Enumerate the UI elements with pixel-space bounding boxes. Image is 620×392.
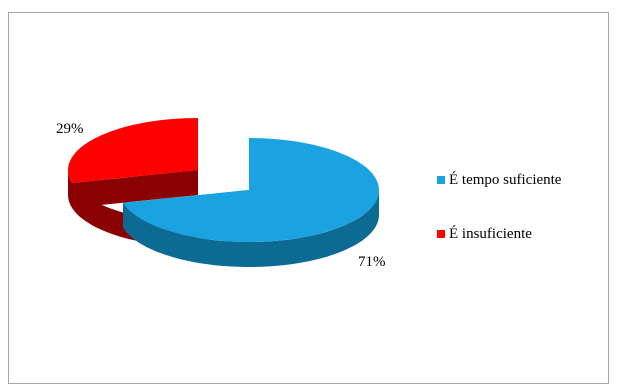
legend-label: É insuficiente — [449, 225, 532, 242]
legend-swatch-red — [437, 230, 445, 238]
data-label-tempo-suficiente: 71% — [358, 254, 386, 270]
legend: É tempo suficiente É insuficiente — [437, 170, 561, 278]
slice-wall-tempo-suficiente — [123, 190, 379, 267]
legend-swatch-blue — [437, 176, 445, 184]
slice-insuficiente — [68, 118, 198, 183]
legend-item-insuficiente: É insuficiente — [437, 224, 561, 244]
legend-item-tempo-suficiente: É tempo suficiente — [437, 170, 561, 190]
slice-side-insuficiente — [72, 170, 198, 208]
data-label-insuficiente: 29% — [56, 121, 84, 137]
legend-label: É tempo suficiente — [449, 171, 562, 188]
slice-tempo-suficiente — [123, 138, 379, 242]
